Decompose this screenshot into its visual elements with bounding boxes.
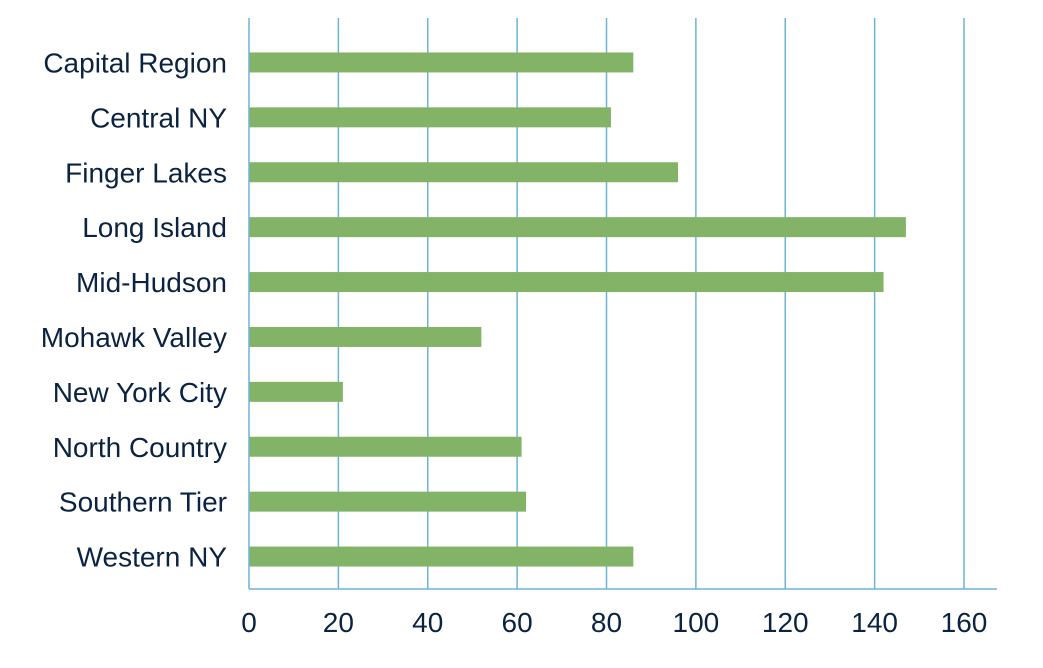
x-tick-label: 120: [762, 607, 809, 638]
category-label: Western NY: [77, 542, 228, 573]
x-tick-label: 80: [591, 607, 622, 638]
category-label: Southern Tier: [59, 487, 227, 518]
x-tick-labels: 0 20 40 60 80 100 120 140 160: [241, 607, 987, 638]
category-label: North Country: [53, 432, 227, 463]
bars: [249, 52, 906, 567]
axes: [248, 18, 997, 590]
category-label: Mid-Hudson: [76, 267, 227, 298]
bar-9: [249, 546, 634, 567]
category-label: Capital Region: [43, 47, 227, 78]
x-tick-label: 100: [673, 607, 720, 638]
bar-1: [249, 107, 611, 128]
x-tick-label: 0: [241, 607, 257, 638]
bar-0: [249, 52, 634, 73]
category-label: Finger Lakes: [65, 157, 227, 188]
bar-5: [249, 326, 482, 347]
bar-6: [249, 381, 343, 402]
x-tick-label: 140: [851, 607, 898, 638]
bar-8: [249, 491, 527, 512]
x-tick-label: 160: [941, 607, 988, 638]
category-label: Central NY: [90, 102, 227, 133]
bar-4: [249, 272, 884, 293]
x-tick-label: 20: [323, 607, 354, 638]
category-labels: Capital Region Central NY Finger Lakes Long…: [41, 47, 228, 572]
bar-2: [249, 162, 678, 183]
bar-7: [249, 436, 522, 457]
category-label: Mohawk Valley: [41, 322, 227, 353]
bar-3: [249, 217, 906, 238]
x-tick-label: 40: [412, 607, 443, 638]
category-label: Long Island: [82, 212, 227, 243]
category-label: New York City: [53, 377, 227, 408]
x-tick-label: 60: [502, 607, 533, 638]
